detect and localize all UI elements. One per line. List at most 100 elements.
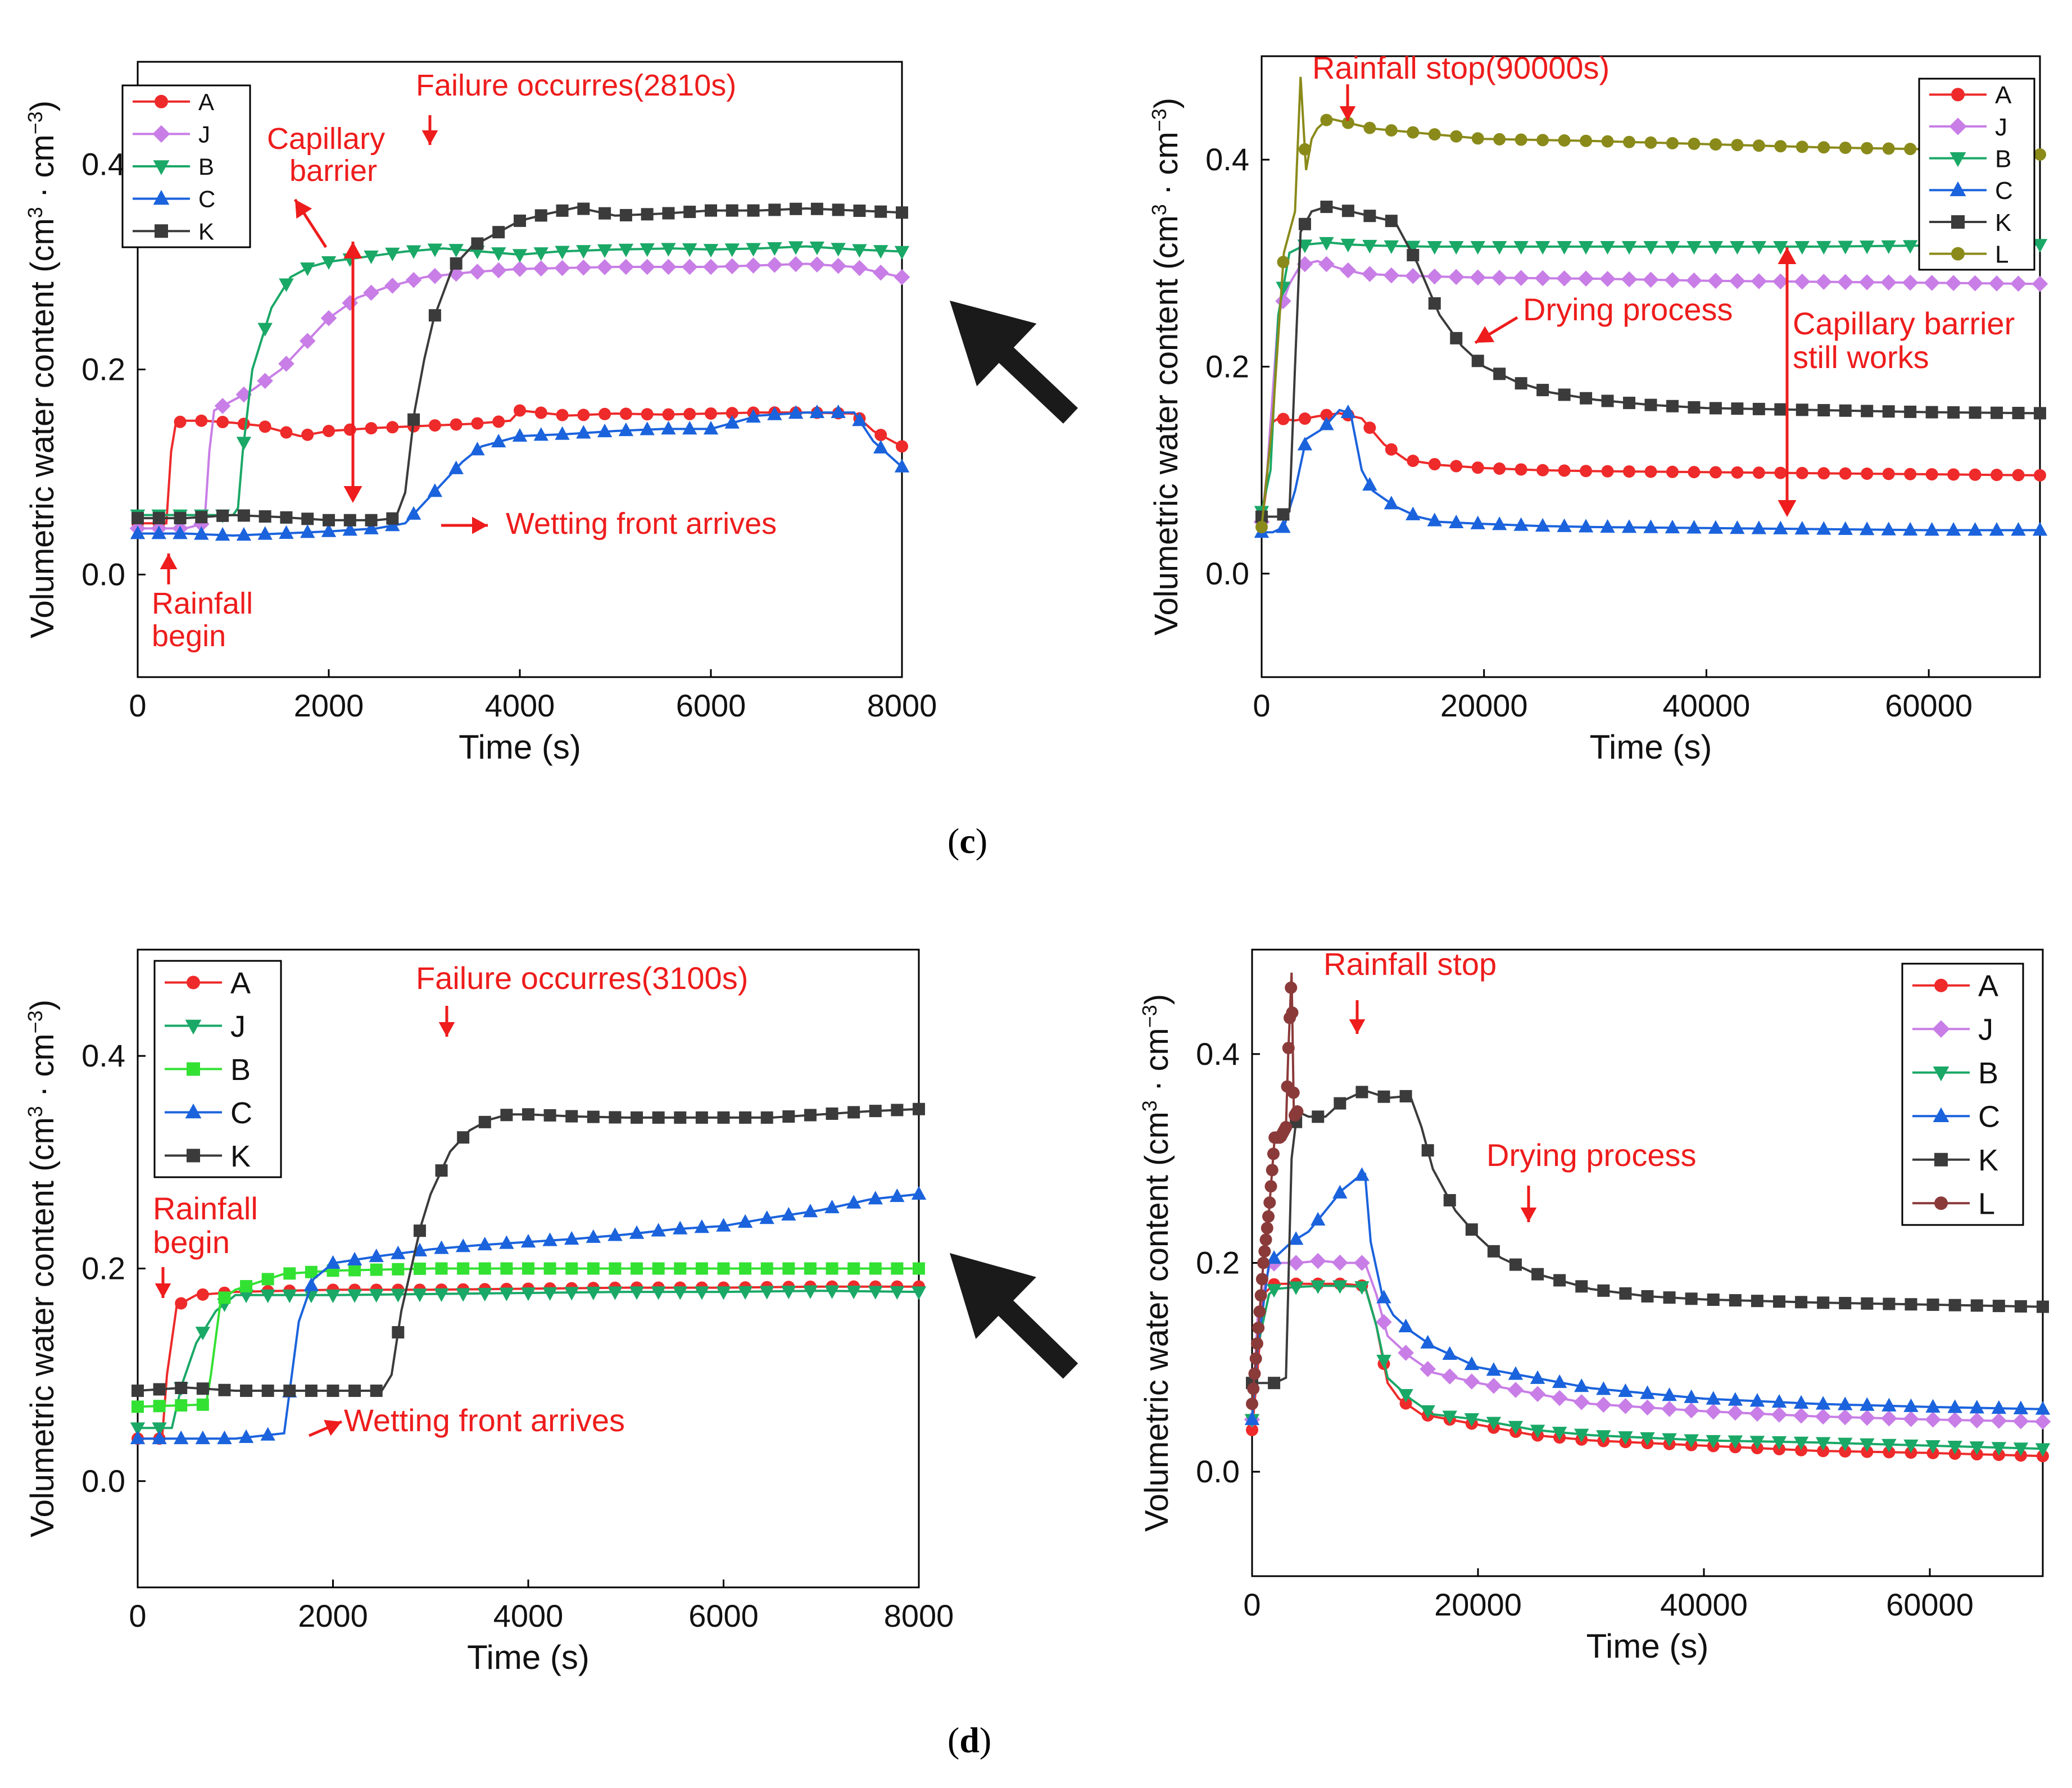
data-point-L [1247, 1382, 1260, 1395]
data-point-B [413, 1262, 426, 1275]
data-point-C [2035, 1401, 2051, 1415]
data-point-K [641, 208, 654, 221]
data-point-K [1666, 400, 1679, 412]
data-point-K [1904, 405, 1917, 418]
data-point-J [759, 1286, 774, 1300]
annotation-capillary-span-head2 [343, 486, 362, 503]
legend-marker [155, 224, 168, 238]
x-tick-label: 6000 [688, 1598, 759, 1633]
annotation-wetting: Wetting front arrives [344, 1403, 625, 1438]
data-point-K [1925, 406, 1938, 419]
data-point-A [1407, 455, 1420, 468]
data-point-C [236, 527, 252, 541]
data-point-C [1596, 1381, 1611, 1395]
data-point-J [342, 294, 359, 311]
data-point-K [652, 1111, 665, 1124]
y-axis-label-part: Volumetric water content (cm [1148, 215, 1185, 636]
annotation-drying: Drying process [1523, 292, 1733, 327]
data-point-K [1536, 384, 1549, 397]
data-point-C [217, 1430, 232, 1445]
series-B [132, 1262, 925, 1413]
data-point-J [694, 1286, 710, 1300]
data-point-C [1881, 1397, 1897, 1412]
data-point-C [802, 1204, 818, 1218]
data-point-B [873, 245, 888, 259]
x-tick-label: 2000 [294, 688, 364, 723]
data-point-C [455, 1238, 471, 1252]
data-point-J [2032, 275, 2048, 292]
series-L [1246, 972, 1304, 1410]
data-point-A [1493, 462, 1506, 475]
data-point-J [1463, 1373, 1480, 1390]
data-point-J [511, 261, 528, 277]
data-point-A [2034, 469, 2046, 482]
legend-item-K: K [133, 218, 214, 244]
data-point-J [1376, 1314, 1392, 1331]
data-point-L [1428, 128, 1441, 141]
chart-c-left: 0 2000 4000 6000 8000 0.0 0.2 0.4 Time (s) Volume… [24, 61, 937, 766]
data-point-B [1860, 240, 1875, 255]
data-point-L [1254, 1289, 1267, 1302]
data-point-C [427, 483, 443, 497]
data-point-K [1443, 1194, 1456, 1206]
data-point-L [1255, 520, 1268, 533]
data-point-C [759, 1210, 774, 1224]
data-point-C [1684, 1389, 1699, 1403]
data-point-B [1420, 1405, 1435, 1419]
data-point-J [391, 1288, 406, 1303]
data-point-C [1686, 520, 1702, 534]
data-point-C [1578, 519, 1594, 533]
legend-label: B [1978, 1056, 1998, 1090]
data-point-B [1684, 1434, 1699, 1448]
data-point-A [1817, 1445, 1830, 1458]
data-point-J [868, 1286, 883, 1300]
data-point-B [1640, 1432, 1655, 1446]
data-point-J [195, 1327, 211, 1341]
data-point-C [737, 1214, 753, 1228]
data-point-B [1706, 1435, 1721, 1449]
data-point-B [609, 1262, 622, 1275]
data-point-K [2012, 407, 2025, 420]
data-point-B [457, 1262, 470, 1275]
data-point-J [282, 1289, 297, 1304]
data-point-C [597, 423, 613, 438]
data-point-K [407, 413, 420, 426]
data-point-B [1969, 1441, 1984, 1455]
data-point-A [1774, 466, 1787, 479]
legend-box [1901, 963, 2024, 1226]
data-point-K [1377, 1090, 1390, 1103]
x-tick-label: 6000 [676, 688, 746, 723]
data-point-A [450, 418, 463, 431]
data-point-K [2037, 1300, 2049, 1313]
data-point-J [1318, 256, 1335, 273]
x-tick-label: 0 [129, 688, 146, 723]
data-point-K [1385, 215, 1398, 228]
series-K [132, 202, 908, 527]
data-point-B [1815, 1437, 1831, 1451]
data-point-J [1573, 1394, 1590, 1410]
annotation-rainfall: Rainfall [152, 587, 253, 620]
legend-label: C [198, 186, 215, 212]
data-point-B [746, 243, 761, 257]
data-point-K [365, 514, 378, 527]
data-point-C [195, 1430, 211, 1445]
data-point-A [492, 415, 505, 428]
data-point-K [1493, 367, 1506, 380]
data-point-K [457, 1131, 470, 1144]
data-point-K [1709, 402, 1722, 415]
data-point-J [1991, 1413, 2007, 1429]
data-point-K [705, 204, 717, 217]
data-point-K [283, 1385, 296, 1397]
data-point-A [1246, 1423, 1258, 1436]
data-point-J [1771, 1406, 1788, 1423]
data-point-K [132, 1385, 144, 1397]
data-point-L [1450, 130, 1463, 143]
data-point-J [607, 1286, 623, 1300]
data-point-C [607, 1227, 623, 1241]
annotation-failure: Failure occurres(2810s) [416, 69, 736, 102]
data-point-L [1255, 1273, 1268, 1286]
data-point-J [1794, 273, 1811, 290]
data-point-L [1882, 142, 1895, 155]
data-point-J [1924, 275, 1940, 291]
data-point-C [1989, 522, 2005, 536]
